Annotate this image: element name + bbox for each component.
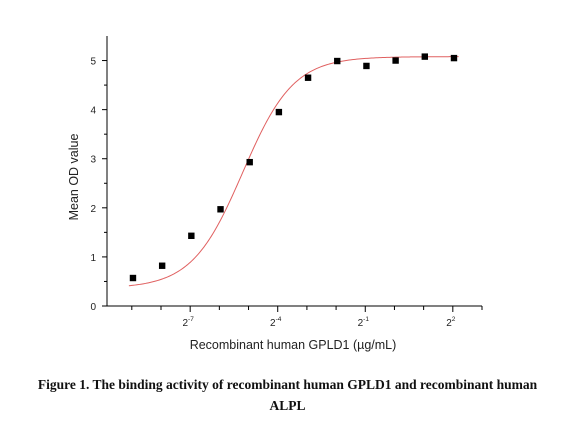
y-axis-label: Mean OD value: [67, 134, 81, 221]
data-point: [275, 108, 283, 116]
data-point: [450, 54, 458, 62]
y-tick-label: 2: [90, 204, 96, 215]
data-point: [158, 262, 166, 269]
data-point: [334, 57, 341, 65]
data-point: [188, 232, 195, 239]
data-points: [129, 53, 458, 282]
x-tick-label: 2-7: [182, 316, 194, 329]
data-point: [217, 206, 224, 213]
y-tick-label: 4: [90, 106, 96, 117]
x-axis-label: Recombinant human GPLD1 (µg/mL): [190, 338, 397, 352]
figure-caption: Figure 1. The binding activity of recomb…: [0, 374, 575, 416]
data-point: [363, 62, 370, 70]
caption-line-1: Figure 1. The binding activity of recomb…: [37, 377, 538, 392]
data-point: [304, 74, 312, 81]
axes-layer: 0 1 2 3 4 5 2-7 2-4 2-1 22: [90, 36, 483, 329]
data-point: [129, 274, 137, 282]
y-tick-label: 5: [90, 57, 96, 68]
x-tick-label: 2-4: [270, 316, 282, 329]
y-tick-label: 3: [90, 155, 96, 166]
caption-line-2: ALPL: [269, 398, 306, 413]
fit-curve: [128, 56, 459, 287]
x-tick-label: 22: [446, 316, 456, 329]
data-point: [246, 158, 253, 166]
data-point: [392, 57, 399, 64]
data-point: [421, 53, 429, 60]
y-tick-label: 0: [90, 302, 96, 313]
binding-activity-chart: 0 1 2 3 4 5 2-7 2-4 2-1 22 Mean OD value Recombin…: [67, 36, 483, 352]
x-tick-label: 2-1: [358, 316, 370, 329]
y-tick-label: 1: [90, 253, 96, 264]
